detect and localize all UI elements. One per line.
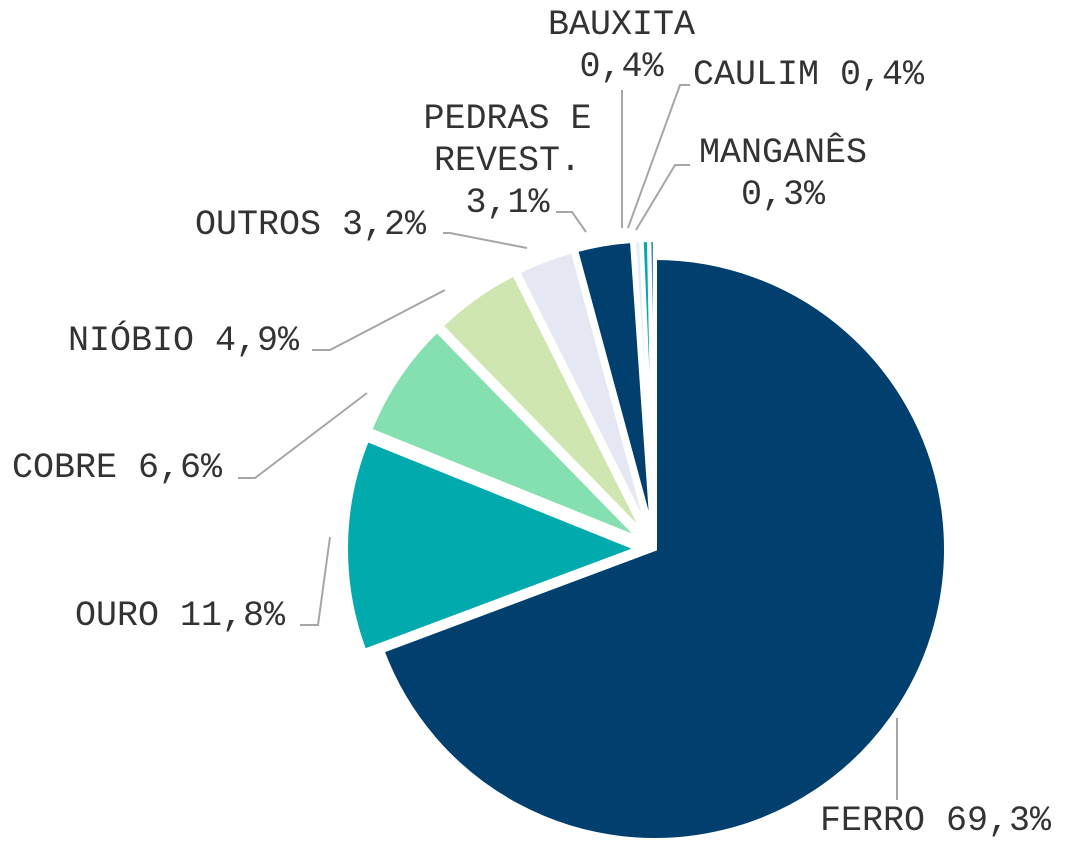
leader-line — [635, 164, 690, 231]
category-label: NIÓBIO — [68, 321, 195, 361]
category-label: COBRE — [12, 448, 118, 488]
leader-line — [238, 392, 368, 479]
category-label: MANGANÊS — [699, 133, 868, 173]
category-label: OURO — [75, 596, 160, 636]
slice-label: MANGANÊS 0,3% — [699, 132, 867, 216]
leader-line — [627, 84, 690, 229]
category-label: FERRO — [820, 801, 926, 841]
leader-line — [556, 211, 587, 233]
pie-slice — [367, 327, 642, 541]
value-label: 6,6% — [138, 448, 223, 488]
leader-lines — [238, 84, 898, 800]
category-label: CAULIM — [693, 55, 820, 95]
slice-label: FERRO 69,3% — [820, 800, 1051, 841]
pie-slice — [647, 238, 657, 532]
leader-line — [443, 232, 528, 249]
slice-label: OURO 11,8% — [75, 595, 285, 637]
pie-slice — [344, 437, 643, 654]
pie-slice — [515, 248, 651, 534]
value-label: 69,3% — [946, 801, 1052, 841]
slice-label: OUTROS 3,2% — [195, 204, 426, 246]
value-label: 3,1% — [465, 183, 550, 223]
slice-label: COBRE 6,6% — [12, 447, 222, 489]
leader-line — [312, 289, 446, 351]
slice-label: PEDRAS E REVEST. 3,1% — [413, 98, 602, 224]
category-label: PEDRAS E REVEST. — [423, 99, 592, 181]
slice-label: CAULIM 0,4% — [693, 54, 924, 96]
value-label: 4,9% — [215, 321, 300, 361]
value-label: 3,2% — [342, 205, 427, 245]
category-label: BAUXITA — [548, 5, 696, 45]
value-label: 11,8% — [180, 596, 286, 636]
value-label: 0,4% — [840, 55, 925, 95]
slice-label: BAUXITA 0,4% — [548, 4, 695, 88]
pie-slice — [438, 271, 647, 536]
slice-label: NIÓBIO 4,9% — [68, 320, 299, 362]
slices — [344, 238, 948, 841]
value-label: 0,4% — [579, 47, 664, 87]
pie-slice — [379, 255, 948, 841]
value-label: 0,3% — [741, 175, 826, 215]
category-label: OUTROS — [195, 205, 322, 245]
leader-line — [300, 536, 331, 626]
